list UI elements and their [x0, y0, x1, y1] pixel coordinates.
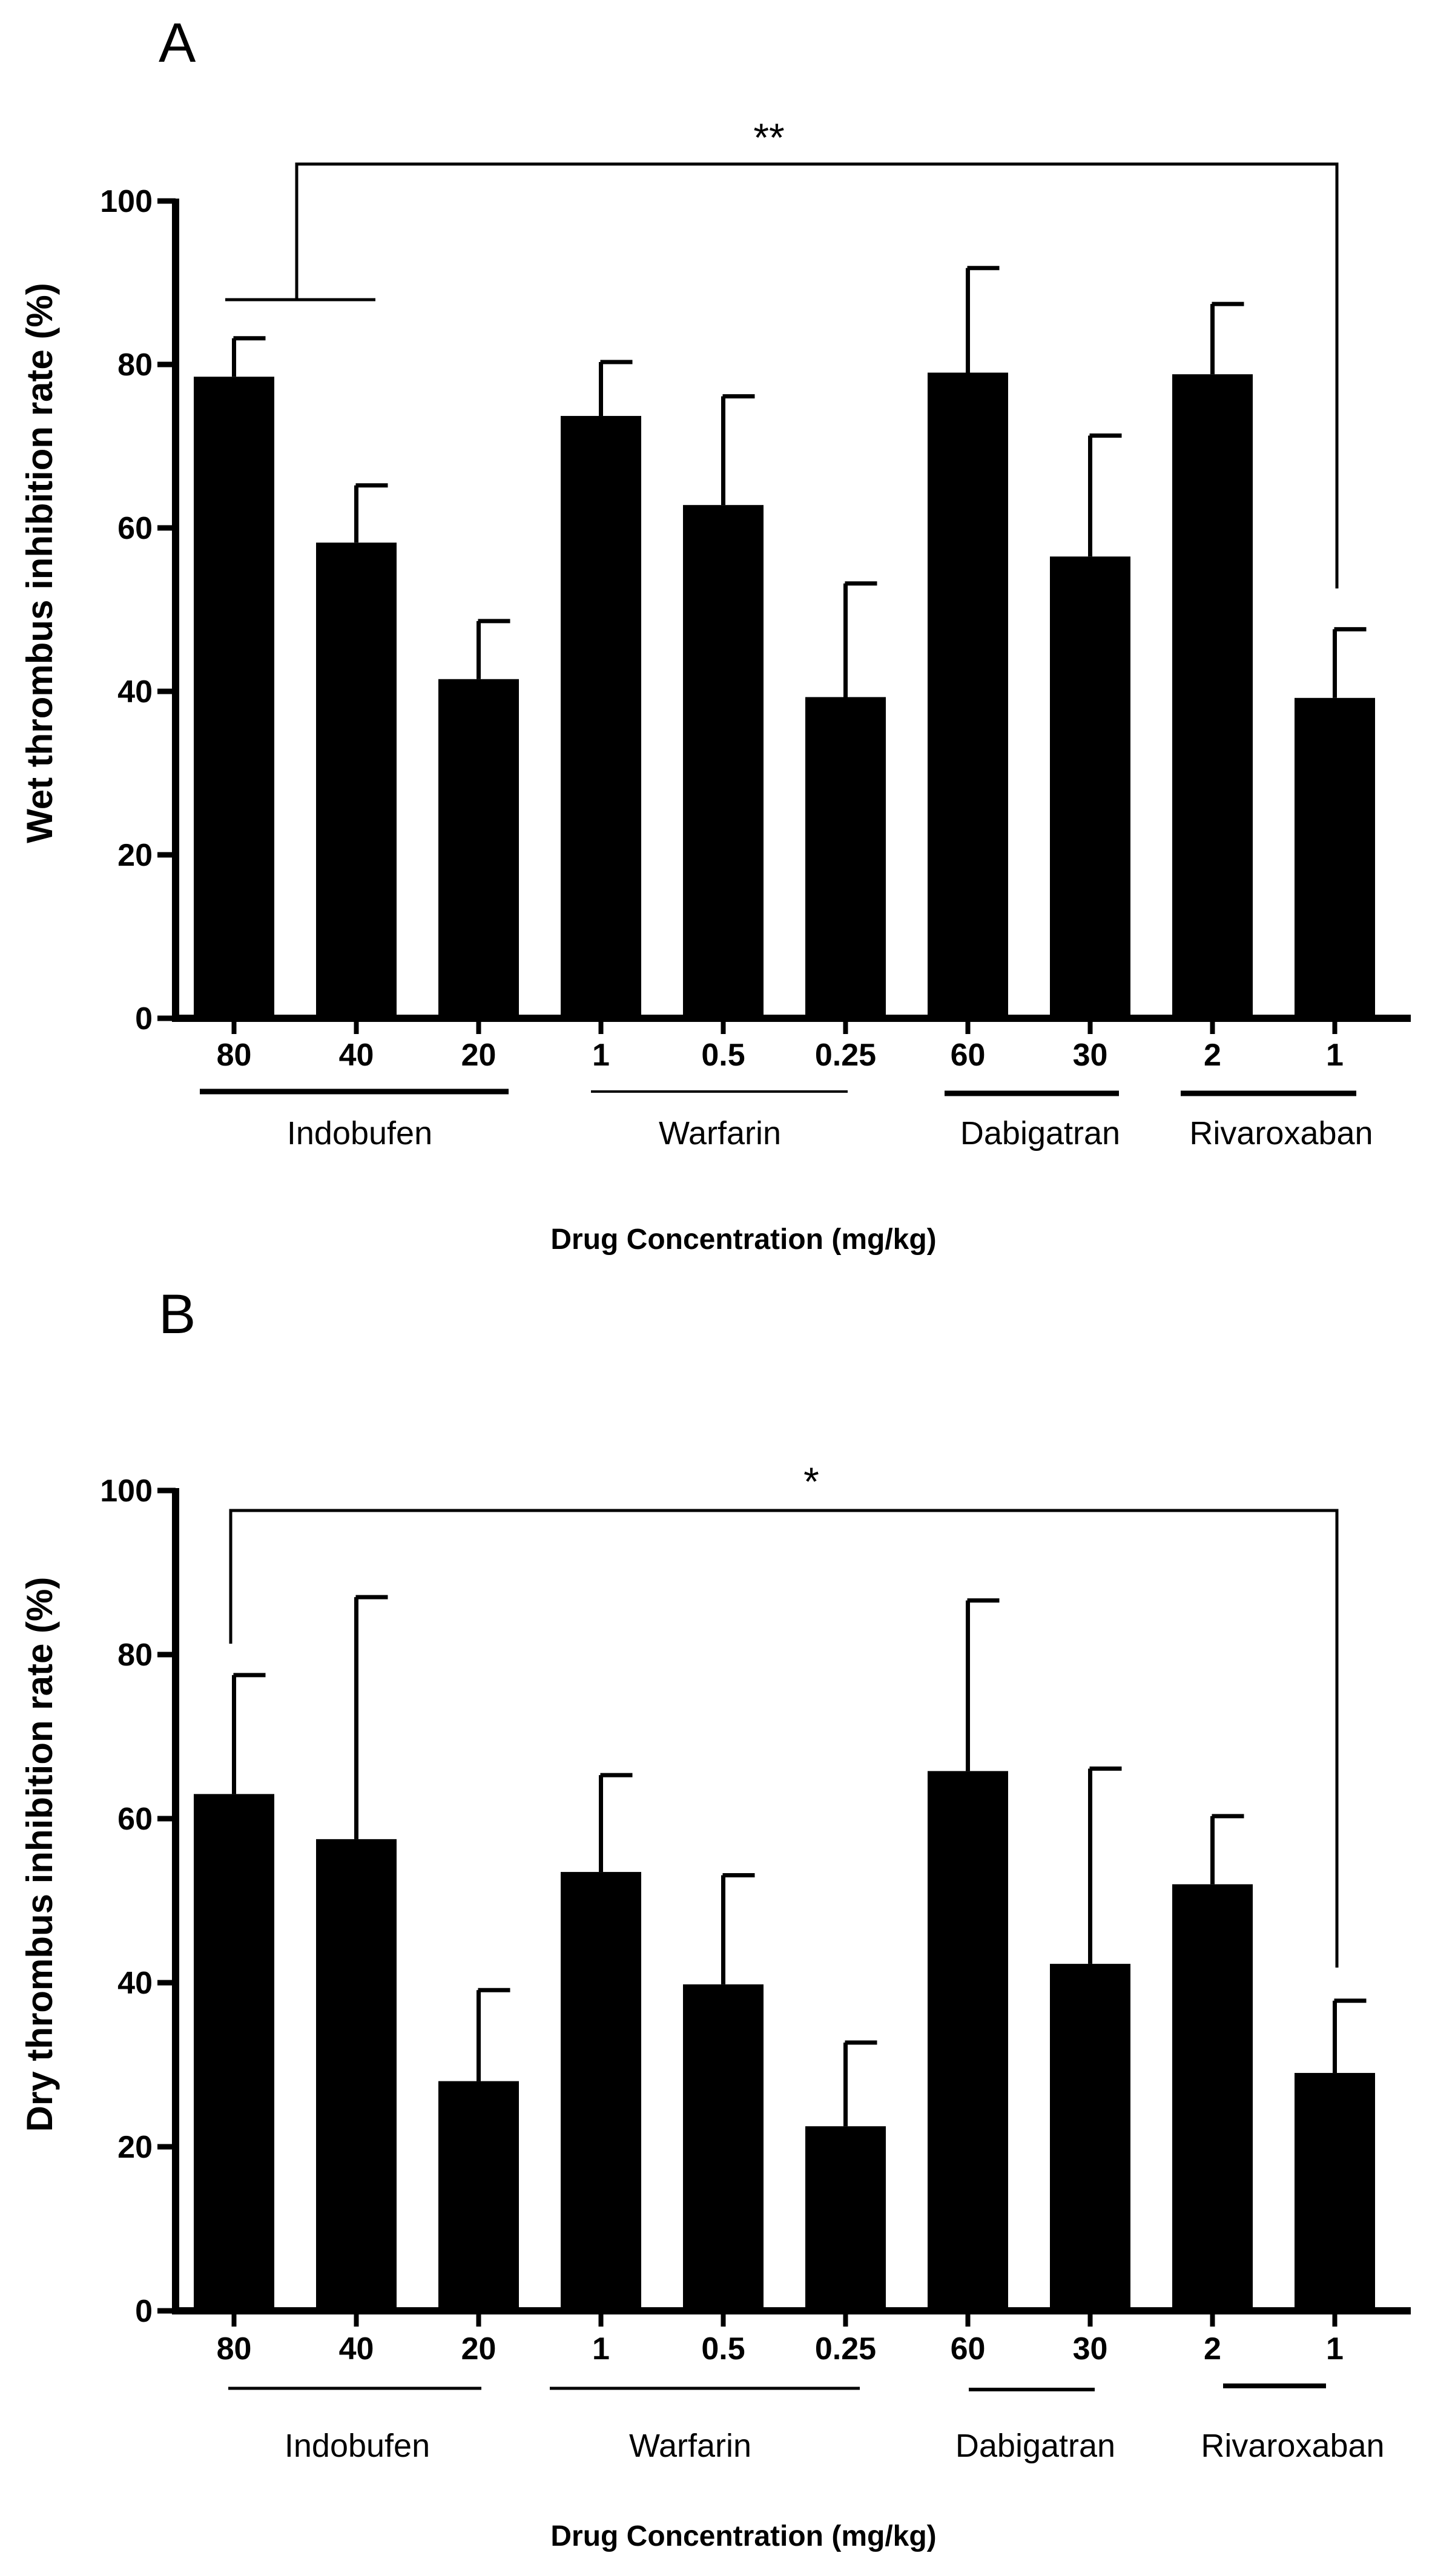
panel-b-chart: 0 20 40 60 80 100 80 40 20 1 0.5 0.25 60 30 2 1 Indobufe… — [100, 1459, 1411, 2464]
panel-a-bar — [194, 377, 274, 1018]
panel-a-x-tick-label: 1 — [1326, 1038, 1344, 1073]
panel-b-group-label: Rivaroxaban — [1201, 2428, 1384, 2464]
panel-a-y-tick-label: 20 — [117, 838, 153, 873]
panel-b-x-tick-label: 80 — [217, 2331, 252, 2367]
panel-b-bar — [1172, 1884, 1253, 2311]
panel-b-bar — [928, 1771, 1008, 2311]
panel-b-bar — [316, 1839, 397, 2311]
panel-a-significance-bracket — [295, 162, 1339, 588]
panel-a-x-tick-label: 60 — [951, 1038, 986, 1073]
panel-b-x-tick-label: 60 — [951, 2331, 986, 2367]
panel-b-y-tick-label: 80 — [117, 1638, 153, 1673]
panel-a-y-tick-label: 60 — [117, 511, 153, 546]
panel-a-x-tick-label: 40 — [339, 1038, 374, 1073]
panel-a-y-tick-label: 0 — [135, 1001, 153, 1036]
panel-a-bar — [1050, 556, 1130, 1018]
panel-a-x-tick-label: 2 — [1204, 1038, 1221, 1073]
panel-a-bar — [1172, 374, 1253, 1019]
panel-a-letter: A — [159, 12, 196, 74]
panel-b-y-tick-label: 100 — [100, 1474, 153, 1509]
panel-a: A 0 20 40 60 80 100 80 40 20 1 0.5 0.25 60 30 2 1 Indobu… — [19, 12, 1411, 1256]
panel-b-x-tick-label: 40 — [339, 2331, 374, 2367]
panel-b-bar — [438, 2081, 519, 2311]
panel-a-x-tick-label: 1 — [592, 1038, 610, 1073]
panel-b-group-label: Dabigatran — [955, 2428, 1115, 2464]
panel-a-x-tick-label: 20 — [461, 1038, 496, 1073]
panel-a-bar — [438, 679, 519, 1018]
panel-a-bar — [928, 372, 1008, 1018]
panel-a-bar — [805, 697, 886, 1018]
panel-b-y-tick-label: 0 — [135, 2294, 153, 2329]
panel-b-bar — [194, 1794, 274, 2311]
panel-a-x-tick-label: 0.25 — [815, 1038, 876, 1073]
panel-a-bar — [561, 416, 641, 1018]
panel-a-x-tick-label: 30 — [1073, 1038, 1108, 1073]
panel-b-y-axis-label: Dry thrombus inhibition rate (%) — [19, 1577, 60, 2132]
panel-b-y-tick-label: 20 — [117, 2130, 153, 2165]
panel-b-group-label: Indobufen — [285, 2428, 430, 2464]
panel-b-bar — [561, 1872, 641, 2311]
panel-a-chart: 0 20 40 60 80 100 80 40 20 1 0.5 0.25 60 30 2 1 Indobufe… — [100, 115, 1411, 1151]
panel-b-bar — [683, 1984, 764, 2311]
panel-b-significance-bracket — [229, 1509, 1339, 1968]
panel-b-x-tick-label: 0.25 — [815, 2331, 876, 2367]
panel-b-group-label: Warfarin — [629, 2428, 751, 2464]
panel-a-bar — [683, 505, 764, 1018]
panel-a-y-tick-label: 100 — [100, 184, 153, 219]
panel-b-x-tick-label: 20 — [461, 2331, 496, 2367]
panel-b-bar — [805, 2126, 886, 2311]
panel-a-group-label: Indobufen — [287, 1115, 432, 1151]
panel-b-x-tick-label: 2 — [1204, 2331, 1221, 2367]
panel-a-y-tick-label: 80 — [117, 348, 153, 383]
panel-b: B 0 20 40 60 80 100 80 40 20 1 0.5 0.25 60 30 2 1 Indobu… — [19, 1283, 1411, 2552]
panel-b-y-tick-label: 60 — [117, 1802, 153, 1837]
panel-b-letter: B — [159, 1283, 196, 1345]
panel-a-y-axis-label: Wet thrombus inhibition rate (%) — [19, 283, 60, 843]
panel-b-bar — [1050, 1963, 1130, 2311]
panel-a-group-label: Dabigatran — [960, 1115, 1120, 1151]
panel-b-y-tick-label: 40 — [117, 1966, 153, 2001]
panel-b-x-tick-label: 30 — [1073, 2331, 1108, 2367]
panel-a-significance-label: ** — [753, 115, 784, 160]
panel-a-x-tick-label: 80 — [217, 1038, 252, 1073]
panel-b-bar — [1295, 2073, 1375, 2311]
panel-a-bar — [1295, 697, 1375, 1018]
panel-a-x-tick-label: 0.5 — [701, 1038, 745, 1073]
panel-b-x-axis-label: Drug Concentration (mg/kg) — [550, 2520, 936, 2552]
panel-b-x-tick-label: 1 — [592, 2331, 610, 2367]
panel-a-y-tick-label: 40 — [117, 674, 153, 710]
panel-a-group-label: Rivaroxaban — [1189, 1115, 1373, 1151]
panel-a-bar — [316, 542, 397, 1018]
panel-b-x-tick-label: 1 — [1326, 2331, 1344, 2367]
panel-a-group-label: Warfarin — [659, 1115, 781, 1151]
panel-b-significance-label: * — [803, 1459, 819, 1504]
panel-a-x-axis-label: Drug Concentration (mg/kg) — [550, 1224, 936, 1256]
panel-b-x-tick-label: 0.5 — [701, 2331, 745, 2367]
